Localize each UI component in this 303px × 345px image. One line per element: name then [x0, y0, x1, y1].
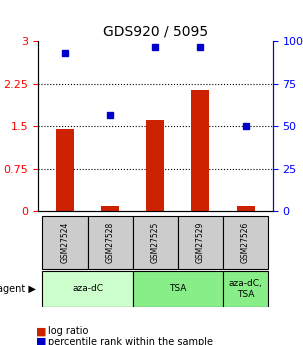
Text: GSM27526: GSM27526 [241, 222, 250, 263]
Text: GSM27528: GSM27528 [106, 222, 115, 263]
Text: ■: ■ [36, 337, 47, 345]
FancyBboxPatch shape [178, 216, 223, 269]
Text: agent ▶: agent ▶ [0, 284, 36, 294]
Text: aza-dC,
TSA: aza-dC, TSA [229, 279, 262, 298]
Text: GSM27525: GSM27525 [151, 222, 160, 263]
Text: ■: ■ [36, 326, 47, 336]
Text: GSM27529: GSM27529 [196, 222, 205, 263]
Text: aza-dC: aza-dC [72, 284, 103, 293]
Text: percentile rank within the sample: percentile rank within the sample [48, 337, 214, 345]
Text: TSA: TSA [169, 284, 187, 293]
FancyBboxPatch shape [223, 271, 268, 307]
FancyBboxPatch shape [42, 271, 133, 307]
FancyBboxPatch shape [133, 271, 223, 307]
Text: GSM27524: GSM27524 [61, 222, 69, 263]
Text: log ratio: log ratio [48, 326, 89, 336]
Bar [146, 120, 164, 211]
FancyBboxPatch shape [88, 216, 133, 269]
Bar [237, 206, 255, 211]
Bar [101, 206, 119, 211]
FancyBboxPatch shape [42, 216, 88, 269]
FancyBboxPatch shape [133, 216, 178, 269]
FancyBboxPatch shape [223, 216, 268, 269]
Title: GDS920 / 5095: GDS920 / 5095 [103, 25, 208, 39]
Bar [56, 129, 74, 211]
Bar [191, 90, 209, 211]
